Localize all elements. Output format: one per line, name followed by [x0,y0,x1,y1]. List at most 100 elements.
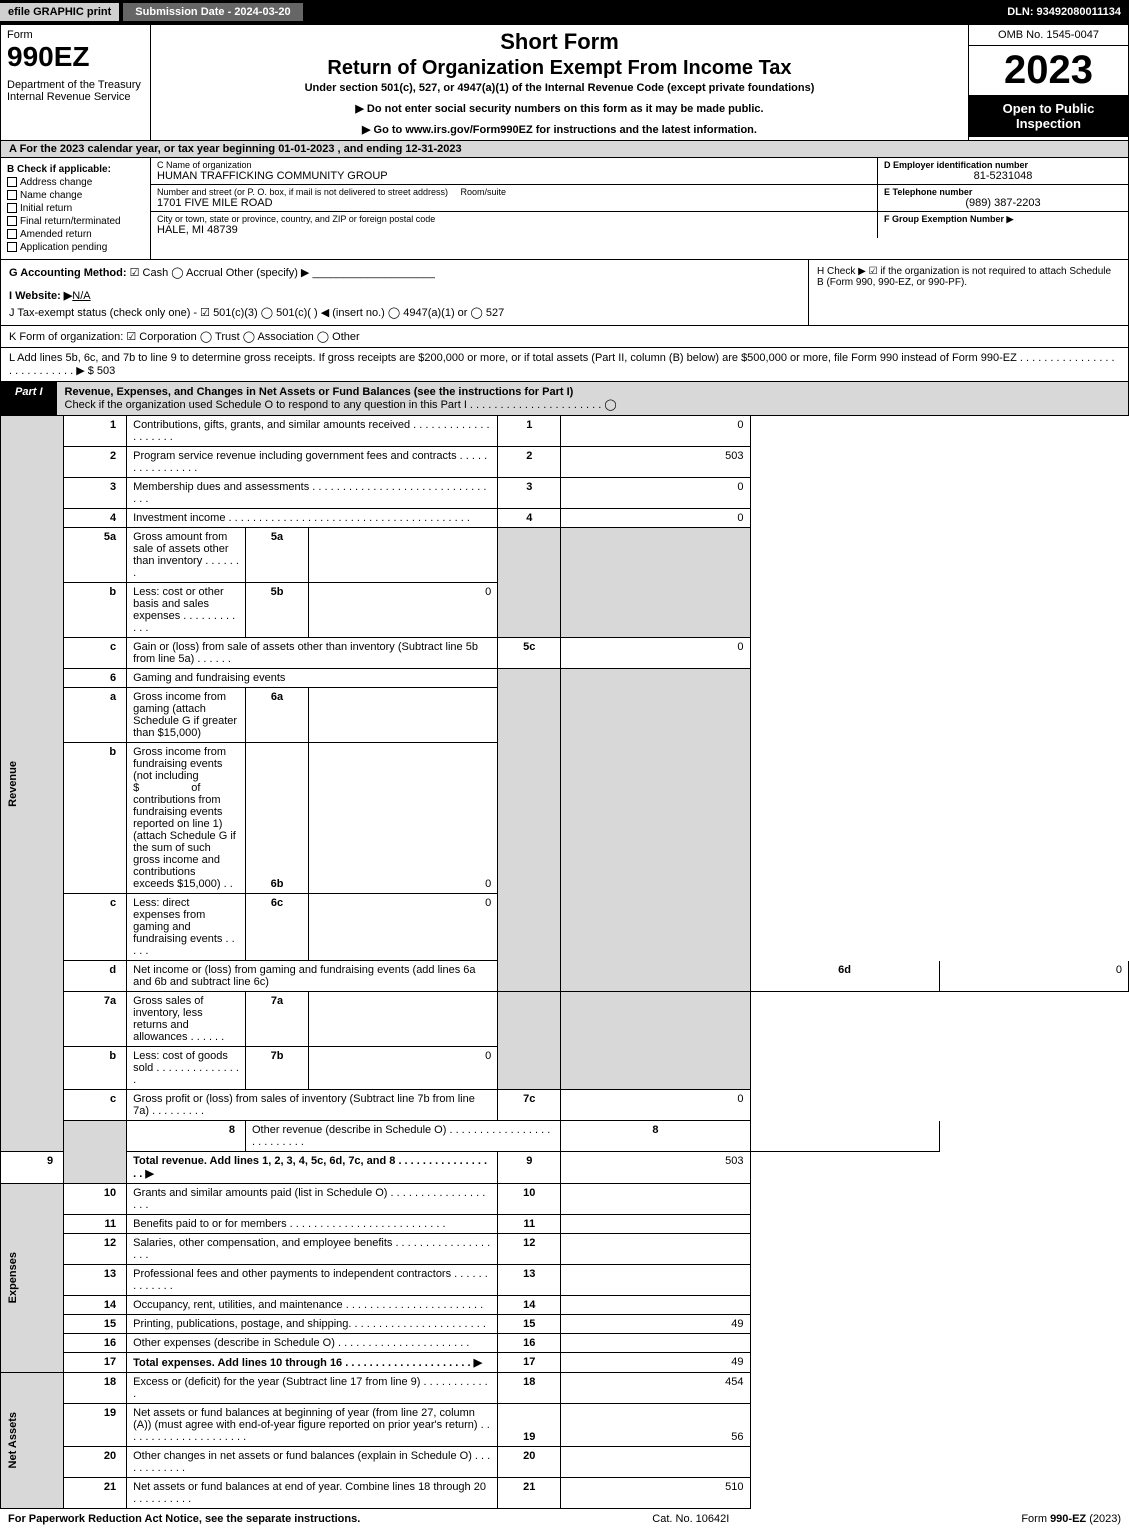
chk-name[interactable]: Name change [7,190,144,201]
s7a: 7a [245,992,308,1047]
ln2: 2 [64,447,127,478]
r8: 8 [561,1121,750,1152]
top-bar: efile GRAPHIC print Submission Date - 20… [0,0,1129,24]
r1: 1 [498,416,561,447]
sa6b: 0 [309,743,498,894]
d6d: Net income or (loss) from gaming and fun… [127,961,498,992]
header-right: OMB No. 1545-0047 2023 Open to Public In… [968,25,1128,140]
lines-table: Revenue 1Contributions, gifts, grants, a… [0,416,1129,1509]
part1-header: Part I Revenue, Expenses, and Changes in… [0,382,1129,416]
i-label: I Website: ▶ [9,290,72,302]
d-label: D Employer identification number [884,160,1028,170]
city-label: City or town, state or province, country… [157,214,871,224]
phone-box: E Telephone number (989) 387-2203 [878,185,1128,211]
r10: 10 [498,1184,561,1215]
ln9: 9 [1,1152,64,1184]
a21: 510 [561,1478,750,1509]
d15: Printing, publications, postage, and shi… [127,1315,498,1334]
form-number: 990EZ [7,41,144,73]
d12: Salaries, other compensation, and employ… [127,1234,498,1265]
ln19: 19 [64,1404,127,1447]
shade5 [498,528,561,638]
a13 [561,1265,750,1296]
a20 [561,1447,750,1478]
ln15: 15 [64,1315,127,1334]
s7b: 7b [245,1047,308,1090]
ln18: 18 [64,1373,127,1404]
ln6: 6 [64,669,127,688]
ln7b: b [64,1047,127,1090]
ln6b: b [64,743,127,894]
d13: Professional fees and other payments to … [127,1265,498,1296]
return-title: Return of Organization Exempt From Incom… [159,57,960,80]
s5b: 5b [245,583,308,638]
ln5b: b [64,583,127,638]
r12: 12 [498,1234,561,1265]
r9: 9 [498,1152,561,1184]
a4: 0 [561,509,750,528]
r21: 21 [498,1478,561,1509]
goto-link[interactable]: ▶ Go to www.irs.gov/Form990EZ for instru… [159,123,960,136]
part1-check: Check if the organization used Schedule … [65,399,617,411]
ln16: 16 [64,1334,127,1353]
row-l-gross-receipts: L Add lines 5b, 6c, and 7b to line 9 to … [0,348,1129,382]
chk-address[interactable]: Address change [7,177,144,188]
r14: 14 [498,1296,561,1315]
omb-number: OMB No. 1545-0047 [969,25,1128,46]
d7c: Gross profit or (loss) from sales of inv… [127,1090,498,1121]
d1: Contributions, gifts, grants, and simila… [127,416,498,447]
sa6a [309,688,498,743]
r2: 2 [498,447,561,478]
chk-amended[interactable]: Amended return [7,229,144,240]
row-k-org-form: K Form of organization: ☑ Corporation ◯ … [0,326,1129,348]
d17: Total expenses. Add lines 10 through 16 … [127,1353,498,1373]
room-label: Room/suite [460,187,506,197]
col-c-orginfo: C Name of organization HUMAN TRAFFICKING… [151,158,1128,259]
ln6d: d [64,961,127,992]
shade6 [498,669,561,992]
s6b: 6b [245,743,308,894]
addr-value: 1701 FIVE MILE ROAD [157,197,871,209]
r15: 15 [498,1315,561,1334]
subtitle: Under section 501(c), 527, or 4947(a)(1)… [159,82,960,94]
f-label: F Group Exemption Number ▶ [884,214,1013,224]
d6a: Gross income from gaming (attach Schedul… [127,688,246,743]
d10: Grants and similar amounts paid (list in… [127,1184,498,1215]
a3: 0 [561,478,750,509]
page-footer: For Paperwork Reduction Act Notice, see … [0,1509,1129,1529]
j-tax-exempt: J Tax-exempt status (check only one) - ☑… [9,306,800,319]
city-box: City or town, state or province, country… [151,212,878,238]
a6d: 0 [939,961,1128,992]
a16 [561,1334,750,1353]
a17: 49 [561,1353,750,1373]
form-header: Form 990EZ Department of the Treasury In… [0,24,1129,141]
short-form-title: Short Form [159,29,960,55]
shade7 [498,992,561,1090]
r4: 4 [498,509,561,528]
submission-date: Submission Date - 2024-03-20 [123,3,302,21]
ln5a: 5a [64,528,127,583]
col-b-checkboxes: B Check if applicable: Address change Na… [1,158,151,259]
ln6a: a [64,688,127,743]
ln7c: c [64,1090,127,1121]
g-line[interactable]: ____________________ [312,267,434,279]
s5a: 5a [245,528,308,583]
sa7a [309,992,498,1047]
side-expenses: Expenses [1,1184,64,1373]
a14 [561,1296,750,1315]
a10 [561,1184,750,1215]
chk-final[interactable]: Final return/terminated [7,216,144,227]
a15: 49 [561,1315,750,1334]
a9: 503 [561,1152,750,1184]
dln: DLN: 93492080011134 [1007,6,1129,18]
tax-year: 2023 [969,46,1128,95]
a5c: 0 [561,638,750,669]
chk-pending[interactable]: Application pending [7,242,144,253]
d8: Other revenue (describe in Schedule O) .… [245,1121,560,1152]
efile-label[interactable]: efile GRAPHIC print [0,3,119,21]
paperwork-notice: For Paperwork Reduction Act Notice, see … [8,1513,360,1525]
org-name-box: C Name of organization HUMAN TRAFFICKING… [151,158,878,184]
g-opts: ☑ Cash ◯ Accrual Other (specify) ▶ [130,267,310,279]
chk-initial[interactable]: Initial return [7,203,144,214]
city-value: HALE, MI 48739 [157,224,871,236]
